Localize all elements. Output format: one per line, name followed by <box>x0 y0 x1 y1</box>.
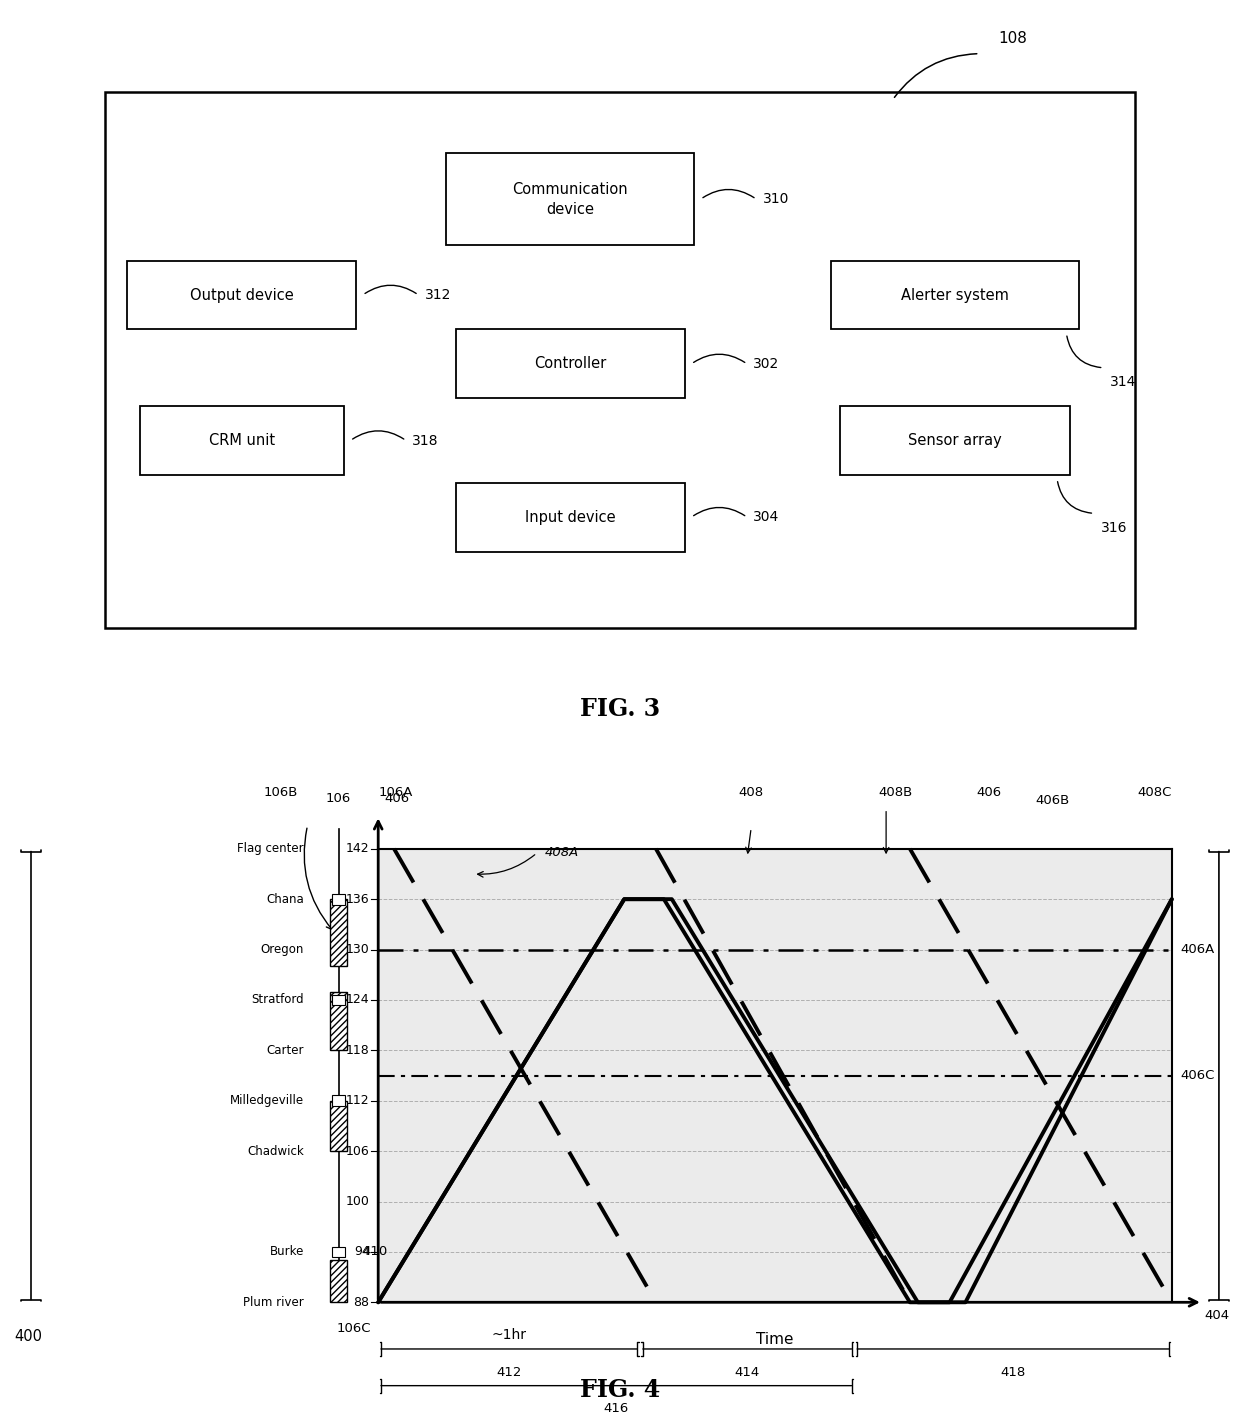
Text: 124: 124 <box>346 993 370 1006</box>
Text: 406A: 406A <box>1180 944 1215 956</box>
Text: 418: 418 <box>1001 1365 1025 1379</box>
Text: 410: 410 <box>362 1246 387 1259</box>
Text: 406: 406 <box>384 792 409 806</box>
Bar <box>332 894 345 904</box>
Text: Communication
device: Communication device <box>512 182 629 217</box>
Text: Carter: Carter <box>267 1044 304 1057</box>
Text: Alerter system: Alerter system <box>901 288 1008 302</box>
Text: Chana: Chana <box>267 893 304 905</box>
Bar <box>330 992 347 1050</box>
Text: 106: 106 <box>326 792 351 806</box>
Text: 316: 316 <box>1101 521 1127 535</box>
Bar <box>841 406 1069 475</box>
Text: 302: 302 <box>754 358 780 370</box>
Text: 100: 100 <box>346 1195 370 1208</box>
Bar <box>456 329 684 399</box>
Text: 136: 136 <box>346 893 370 905</box>
Text: FIG. 3: FIG. 3 <box>580 697 660 721</box>
Text: 406C: 406C <box>1180 1069 1215 1083</box>
Text: Plum river: Plum river <box>243 1296 304 1308</box>
Bar <box>378 849 1172 1303</box>
Text: 408C: 408C <box>1137 786 1172 799</box>
Text: Sensor array: Sensor array <box>908 433 1002 448</box>
Text: 106A: 106A <box>378 786 413 799</box>
Text: Stratford: Stratford <box>252 993 304 1006</box>
Bar <box>128 261 357 329</box>
Text: 406: 406 <box>977 786 1002 799</box>
Bar <box>330 1260 347 1303</box>
Text: 408B: 408B <box>878 786 913 799</box>
Text: 314: 314 <box>1110 376 1136 389</box>
Bar <box>831 261 1079 329</box>
Bar <box>446 153 694 245</box>
Bar <box>330 900 347 966</box>
Bar <box>332 1095 345 1105</box>
Text: 130: 130 <box>346 944 370 956</box>
Text: Oregon: Oregon <box>260 944 304 956</box>
Text: ~1hr: ~1hr <box>491 1328 527 1342</box>
Text: 94: 94 <box>353 1246 370 1259</box>
Text: 400: 400 <box>14 1330 42 1344</box>
Text: 416: 416 <box>604 1402 629 1415</box>
Text: Input device: Input device <box>525 509 616 525</box>
Text: 318: 318 <box>412 434 439 447</box>
Text: 106C: 106C <box>336 1323 371 1335</box>
Text: 88: 88 <box>353 1296 370 1308</box>
Bar <box>139 406 345 475</box>
Text: 310: 310 <box>763 192 789 206</box>
Text: 106B: 106B <box>263 786 298 799</box>
Text: Burke: Burke <box>269 1246 304 1259</box>
Text: Milledgeville: Milledgeville <box>229 1094 304 1107</box>
Text: 112: 112 <box>346 1094 370 1107</box>
Bar <box>456 482 684 552</box>
Text: 408: 408 <box>739 786 764 799</box>
Text: FIG. 4: FIG. 4 <box>580 1378 660 1402</box>
Bar <box>332 995 345 1005</box>
Text: 404: 404 <box>1204 1310 1229 1323</box>
Text: 142: 142 <box>346 843 370 856</box>
Text: 408A: 408A <box>544 847 579 860</box>
Text: Controller: Controller <box>534 356 606 372</box>
Text: 312: 312 <box>424 288 451 302</box>
Bar <box>330 1101 347 1151</box>
Text: Output device: Output device <box>190 288 294 302</box>
Text: Time: Time <box>756 1332 794 1347</box>
Text: 406B: 406B <box>1035 795 1070 807</box>
Text: Flag center: Flag center <box>237 843 304 856</box>
Bar <box>105 92 1135 629</box>
Text: 414: 414 <box>734 1365 760 1379</box>
Text: CRM unit: CRM unit <box>208 433 275 448</box>
Bar <box>332 1246 345 1257</box>
Text: Chadwick: Chadwick <box>247 1145 304 1158</box>
Text: 118: 118 <box>346 1044 370 1057</box>
Text: 304: 304 <box>754 511 780 524</box>
Text: 108: 108 <box>998 31 1027 45</box>
Text: 412: 412 <box>496 1365 522 1379</box>
Text: 106: 106 <box>346 1145 370 1158</box>
